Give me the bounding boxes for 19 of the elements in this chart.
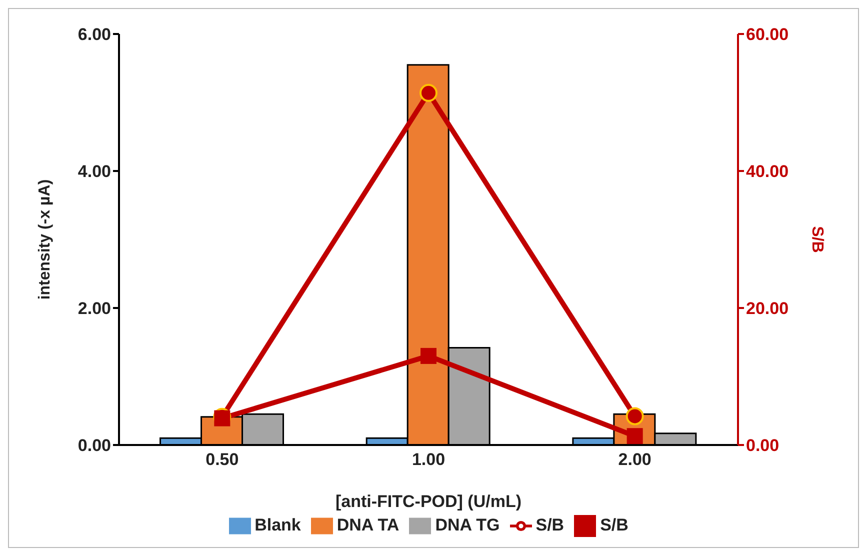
y-tick-label: 4.00 <box>78 162 111 182</box>
x-tick-label: 2.00 <box>618 450 652 470</box>
x-tick-label: 0.50 <box>206 450 239 470</box>
y2-tick-label: 0.00 <box>746 436 780 456</box>
x-axis-title: [anti-FITC-POD] (U/mL) <box>335 492 522 511</box>
y-tick-label: 0.00 <box>78 436 111 456</box>
legend-label: DNA TG <box>435 515 500 534</box>
y2-tick-label: 60.00 <box>746 25 789 44</box>
legend-label: DNA TA <box>336 515 400 534</box>
y-axis-title: intensity (-x µA) <box>36 179 54 300</box>
legend-label: S/B <box>536 515 564 534</box>
y2-tick-label: 40.00 <box>746 162 789 182</box>
x-tick-label: 1.00 <box>412 450 446 470</box>
legend-label: Blank <box>254 515 301 534</box>
y2-tick-label: 20.00 <box>746 299 789 318</box>
y-tick-label: 6.00 <box>78 25 111 44</box>
legend-label: S/B <box>600 515 628 534</box>
y2-axis-title: S/B <box>808 226 826 253</box>
y-tick-label: 2.00 <box>78 299 111 318</box>
